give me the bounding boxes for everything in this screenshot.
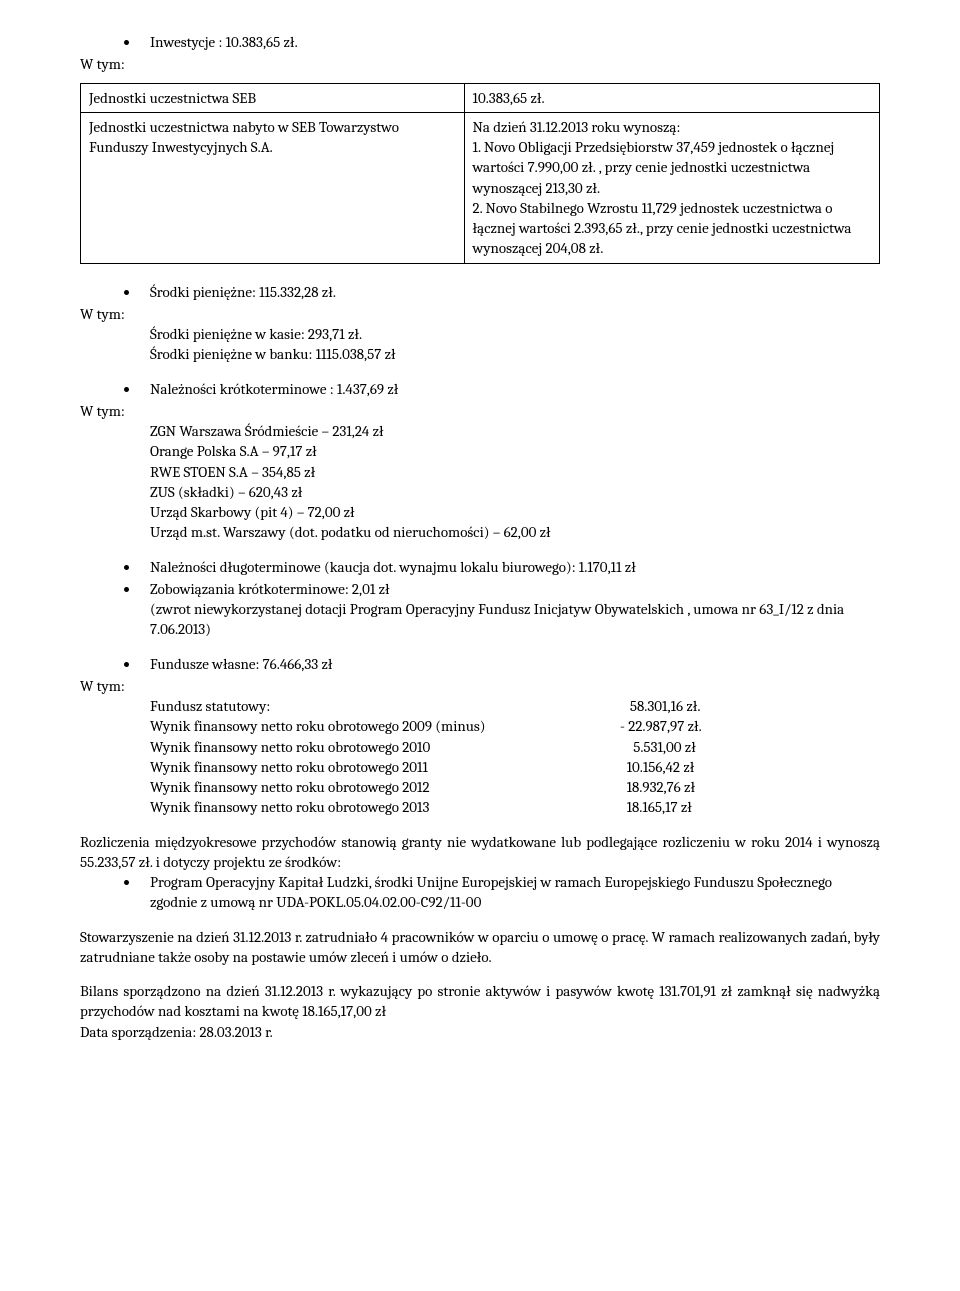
table-cell-seb-units: Jednostki uczestnictwa SEB — [81, 83, 465, 112]
funds-row: Wynik finansowy netto roku obrotowego 20… — [150, 716, 880, 736]
table-cell-seb-tfi-detail: Na dzień 31.12.2013 roku wynoszą: 1. Nov… — [464, 112, 879, 263]
funds-label: Wynik finansowy netto roku obrotowego 20… — [150, 777, 620, 797]
own-funds-bullet-list: Fundusze własne: 76.466,33 zł — [120, 654, 880, 674]
table-row: Jednostki uczestnictwa nabyto w SEB Towa… — [81, 112, 880, 263]
funds-value: 18.932,76 zł — [620, 777, 880, 797]
document-page: Inwestycje : 10.383,65 zł. W tym: Jednos… — [0, 0, 960, 1082]
funds-label: Wynik finansowy netto roku obrotowego 20… — [150, 797, 620, 817]
funds-value: 10.156,42 zł — [620, 757, 880, 777]
investments-bullet-list: Inwestycje : 10.383,65 zł. — [120, 32, 880, 52]
liabilities-short-bullet: Zobowiązania krótkoterminowe: 2,01 zł (z… — [140, 579, 880, 640]
funds-label: Wynik finansowy netto roku obrotowego 20… — [150, 757, 620, 777]
wtym-label-4: W tym: — [80, 676, 880, 696]
table-cell-seb-tfi: Jednostki uczestnictwa nabyto w SEB Towa… — [81, 112, 465, 263]
funds-value: 18.165,17 zł — [620, 797, 880, 817]
receivable-item: ZGN Warszawa Śródmieście – 231,24 zł — [150, 421, 880, 441]
funds-row: Wynik finansowy netto roku obrotowego 20… — [150, 797, 880, 817]
liabilities-short-line2: (zwrot niewykorzystanej dotacji Program … — [150, 600, 844, 638]
funds-label: Wynik finansowy netto roku obrotowego 20… — [150, 737, 620, 757]
receivables-long-bullet: Należności długoterminowe (kaucja dot. w… — [140, 557, 880, 577]
receivable-item: RWE STOEN S.A – 354,85 zł — [150, 462, 880, 482]
funds-row: Fundusz statutowy: 58.301,16 zł. — [150, 696, 880, 716]
paragraph-settlements: Rozliczenia międzyokresowe przychodów st… — [80, 832, 880, 873]
cash-in-till: Środki pieniężne w kasie: 293,71 zł. — [150, 324, 880, 344]
receivables-long-bullet-list: Należności długoterminowe (kaucja dot. w… — [120, 557, 880, 640]
receivable-item: Urząd Skarbowy (pit 4) – 72,00 zł — [150, 502, 880, 522]
table-cell-seb-tfi-detail-text: Na dzień 31.12.2013 roku wynoszą: 1. Nov… — [473, 118, 852, 258]
receivable-item: ZUS (składki) – 620,43 zł — [150, 482, 880, 502]
funds-value: 5.531,00 zł — [620, 737, 880, 757]
wtym-label-3: W tym: — [80, 401, 880, 421]
liabilities-short-line1: Zobowiązania krótkoterminowe: 2,01 zł — [150, 580, 390, 598]
funds-value: 58.301,16 zł. — [620, 696, 880, 716]
funds-row: Wynik finansowy netto roku obrotowego 20… — [150, 737, 880, 757]
receivable-item: Orange Polska S.A – 97,17 zł — [150, 441, 880, 461]
investments-bullet: Inwestycje : 10.383,65 zł. — [140, 32, 880, 52]
wtym-label-1: W tym: — [80, 54, 880, 74]
funds-label: Wynik finansowy netto roku obrotowego 20… — [150, 716, 620, 736]
paragraph-balance: Bilans sporządzono na dzień 31.12.2013 r… — [80, 981, 880, 1022]
investments-table: Jednostki uczestnictwa SEB 10.383,65 zł.… — [80, 83, 880, 264]
table-cell-seb-value: 10.383,65 zł. — [464, 83, 879, 112]
settlements-bullet-list: Program Operacyjny Kapitał Ludzki, środk… — [120, 872, 880, 913]
funds-row: Wynik finansowy netto roku obrotowego 20… — [150, 777, 880, 797]
funds-row: Wynik finansowy netto roku obrotowego 20… — [150, 757, 880, 777]
cash-bullet-list: Środki pieniężne: 115.332,28 zł. — [120, 282, 880, 302]
funds-value: - 22.987,97 zł. — [620, 716, 880, 736]
receivable-item: Urząd m.st. Warszawy (dot. podatku od ni… — [150, 522, 880, 542]
cash-bullet: Środki pieniężne: 115.332,28 zł. — [140, 282, 880, 302]
wtym-label-2: W tym: — [80, 304, 880, 324]
receivables-short-bullet-list: Należności krótkoterminowe : 1.437,69 zł — [120, 379, 880, 399]
table-row: Jednostki uczestnictwa SEB 10.383,65 zł. — [81, 83, 880, 112]
preparation-date: Data sporządzenia: 28.03.2013 r. — [80, 1022, 880, 1042]
paragraph-employment: Stowarzyszenie na dzień 31.12.2013 r. za… — [80, 927, 880, 968]
cash-in-bank: Środki pieniężne w banku: 1115.038,57 zł — [150, 344, 880, 364]
settlements-bullet: Program Operacyjny Kapitał Ludzki, środk… — [140, 872, 880, 913]
funds-label: Fundusz statutowy: — [150, 696, 620, 716]
own-funds-bullet: Fundusze własne: 76.466,33 zł — [140, 654, 880, 674]
receivables-short-bullet: Należności krótkoterminowe : 1.437,69 zł — [140, 379, 880, 399]
